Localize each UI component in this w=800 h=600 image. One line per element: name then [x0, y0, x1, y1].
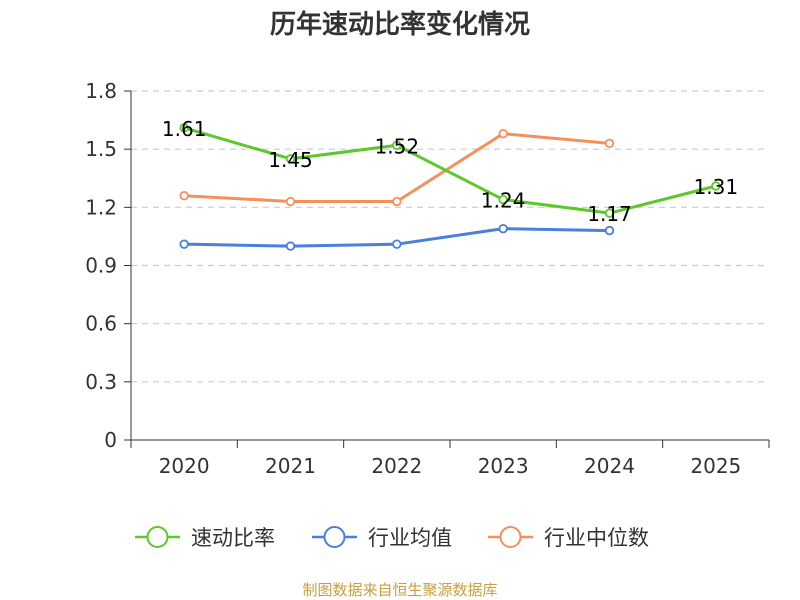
legend-item-速动比率[interactable]: 速动比率 — [135, 526, 275, 550]
point-速动比率-2021 — [285, 154, 296, 164]
x-tick-label-2025: 2025 — [690, 454, 741, 478]
point-行业中位数-2024 — [604, 138, 615, 149]
axes: 0 0.3 0.6 0.9 1.2 1.5 1.8 2020 2021 2022 2023 2024 2… — [85, 79, 770, 478]
legend-marker-速动比率 — [146, 526, 169, 548]
point-行业中位数-2020 — [179, 190, 189, 201]
data-label-2021: 1.45 — [268, 148, 313, 172]
point-速动比率-2020 — [179, 123, 189, 133]
data-labels: 1.61 1.45 1.52 1.24 1.17 1.31 — [162, 117, 738, 226]
legend-marker-行业中位数 — [499, 526, 522, 548]
chart-title: 历年速动比率变化情况 — [270, 9, 530, 40]
data-label-2022: 1.52 — [375, 134, 420, 158]
x-tick-label-2021: 2021 — [265, 454, 316, 478]
grid — [131, 90, 769, 383]
y-tick-label-6: 1.8 — [85, 79, 117, 103]
legend-item-行业均值[interactable]: 行业均值 — [312, 526, 452, 550]
point-速动比率-2024 — [604, 208, 615, 218]
y-tick-label-4: 1.2 — [85, 195, 117, 219]
point-速动比率-2023 — [498, 194, 508, 205]
legend[interactable]: 速动比率 行业均值 行业中位数 — [135, 526, 649, 550]
legend-label-行业中位数: 行业中位数 — [544, 526, 649, 550]
y-tick-label-3: 0.9 — [85, 254, 117, 278]
legend-item-行业中位数[interactable]: 行业中位数 — [488, 526, 649, 550]
data-label-2020: 1.61 — [162, 117, 207, 141]
x-tick-label-2022: 2022 — [371, 454, 422, 478]
point-行业均值-2022 — [392, 239, 402, 249]
y-tick-label-2: 0.6 — [85, 312, 117, 336]
source-note: 制图数据来自恒生聚源数据库 — [302, 581, 497, 599]
point-行业均值-2020 — [179, 239, 189, 249]
point-速动比率-2022 — [392, 140, 402, 150]
y-tick-label-1: 0.3 — [85, 370, 117, 394]
legend-label-行业均值: 行业均值 — [368, 526, 452, 550]
point-速动比率-2025 — [711, 181, 721, 191]
point-行业均值-2024 — [604, 225, 615, 236]
point-行业中位数-2022 — [392, 196, 402, 207]
data-label-2023: 1.24 — [481, 189, 526, 213]
point-行业中位数-2023 — [498, 128, 508, 139]
series-line-速动比率 — [183, 126, 717, 215]
point-行业均值-2021 — [285, 241, 296, 251]
legend-label-速动比率: 速动比率 — [191, 526, 275, 550]
x-tick-label-2024: 2024 — [584, 454, 635, 478]
data-label-2024: 1.17 — [587, 202, 632, 226]
x-tick-label-2023: 2023 — [478, 454, 529, 478]
series-group — [179, 123, 721, 251]
point-行业中位数-2021 — [285, 196, 296, 207]
data-label-2025: 1.31 — [694, 175, 739, 199]
legend-marker-行业均值 — [323, 526, 346, 548]
x-tick-label-2020: 2020 — [159, 454, 210, 478]
y-tick-label-0: 0 — [104, 428, 117, 452]
point-行业均值-2023 — [498, 223, 508, 234]
y-tick-label-5: 1.5 — [85, 137, 117, 161]
